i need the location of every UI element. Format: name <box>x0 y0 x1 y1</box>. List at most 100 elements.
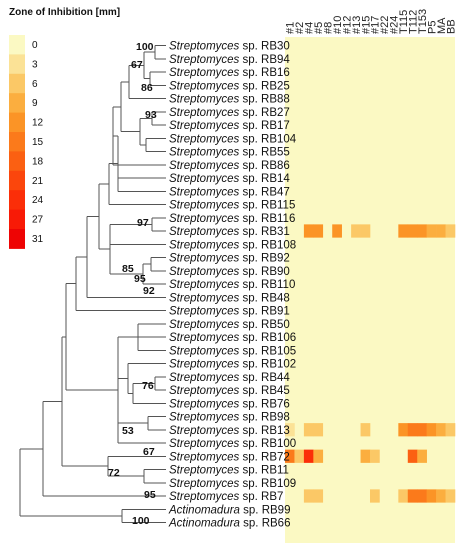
taxon-strain: sp. RB109 <box>239 478 296 490</box>
legend-value: 3 <box>32 59 38 70</box>
taxon-strain: sp. RB47 <box>239 186 290 198</box>
bootstrap-label: 97 <box>137 217 149 229</box>
taxon-genus: Streptomyces <box>169 332 240 344</box>
column-label: MA <box>436 17 448 34</box>
taxon-genus: Actinomadura <box>168 504 240 516</box>
taxon-strain: sp. RB104 <box>239 133 296 145</box>
taxon-genus: Streptomyces <box>169 80 240 92</box>
taxon-genus: Streptomyces <box>169 319 240 331</box>
legend-swatch <box>9 209 25 230</box>
taxon-genus: Streptomyces <box>169 147 240 159</box>
taxon-label: Streptomyces sp. RB7 <box>169 491 283 503</box>
column-label: #4 <box>304 22 316 34</box>
taxon-genus: Streptomyces <box>169 173 240 185</box>
taxon-genus: Streptomyces <box>169 491 240 503</box>
bootstrap-label: 100 <box>136 41 154 53</box>
taxon-genus: Streptomyces <box>169 438 240 450</box>
heatmap-cell <box>285 423 295 437</box>
bootstrap-label: 95 <box>144 489 156 501</box>
column-label: P5 <box>426 21 438 34</box>
taxon-strain: sp. RB14 <box>239 173 290 185</box>
taxon-strain: sp. RB72 <box>239 451 290 463</box>
heatmap-cell <box>407 224 418 238</box>
heatmap-cell <box>303 489 314 503</box>
taxon-strain: sp. RB11 <box>239 465 289 477</box>
taxon-strain: sp. RB116 <box>239 213 295 225</box>
heatmap-cell <box>303 423 314 437</box>
taxon-genus: Streptomyces <box>169 279 240 291</box>
legend-swatch <box>9 73 25 94</box>
heatmap-cell <box>426 423 437 437</box>
taxon-genus: Streptomyces <box>169 67 240 79</box>
heatmap-cell <box>303 224 314 238</box>
taxon-label: Streptomyces sp. RB88 <box>169 94 290 106</box>
taxon-genus: Streptomyces <box>169 451 240 463</box>
taxon-label: Streptomyces sp. RB16 <box>169 67 290 79</box>
taxon-genus: Streptomyces <box>169 133 240 145</box>
legend-value: 24 <box>32 195 44 206</box>
column-label: #17 <box>370 16 382 34</box>
taxon-label: Actinomadura sp. RB66 <box>168 518 290 530</box>
taxon-genus: Streptomyces <box>169 186 240 198</box>
heatmap-cell <box>313 449 324 463</box>
legend-swatch <box>9 190 25 211</box>
legend-value: 6 <box>32 79 38 90</box>
taxon-strain: sp. RB110 <box>239 279 295 291</box>
taxon-genus: Streptomyces <box>169 478 240 490</box>
taxon-strain: sp. RB88 <box>239 94 290 106</box>
taxon-label: Streptomyces sp. RB13 <box>169 425 290 437</box>
bootstrap-label: 85 <box>122 263 134 275</box>
taxon-genus: Streptomyces <box>169 266 240 278</box>
heatmap-cell <box>417 489 427 503</box>
bootstrap-label: 93 <box>145 109 157 121</box>
taxon-strain: sp. RB99 <box>240 504 291 516</box>
heatmap-cell <box>417 423 427 437</box>
taxon-strain: sp. RB90 <box>239 266 290 278</box>
heatmap-cell <box>445 489 456 503</box>
heatmap-cell <box>370 449 380 463</box>
heatmap-cell <box>303 449 314 463</box>
column-label: #22 <box>379 16 391 34</box>
bootstrap-values: 100 67 86 93 97 85 95 92 76 53 67 72 95 … <box>108 41 157 527</box>
taxon-label: Streptomyces sp. RB50 <box>169 319 290 331</box>
column-label: #24 <box>389 16 401 34</box>
taxon-label: Streptomyces sp. RB109 <box>169 478 296 490</box>
taxon-genus: Streptomyces <box>169 41 240 53</box>
heatmap-cell <box>294 449 305 463</box>
taxon-strain: sp. RB76 <box>239 398 290 410</box>
taxon-genus: Streptomyces <box>169 345 240 357</box>
taxon-label: Streptomyces sp. RB94 <box>169 54 290 66</box>
taxon-genus: Streptomyces <box>169 372 240 384</box>
taxon-strain: sp. RB13 <box>239 425 290 437</box>
taxon-genus: Streptomyces <box>169 160 240 172</box>
taxon-strain: sp. RB44 <box>239 372 290 384</box>
legend-value: 18 <box>32 156 44 167</box>
heatmap-cell <box>417 224 427 238</box>
heatmap-cell <box>370 489 380 503</box>
column-label: #12 <box>341 16 353 34</box>
legend-swatch <box>9 35 25 55</box>
column-label: #8 <box>323 22 335 34</box>
phylogenetic-tree <box>19 45 166 523</box>
taxon-genus: Streptomyces <box>169 292 240 304</box>
heatmap-cell <box>285 449 295 463</box>
legend-title: Zone of Inhibition [mm] <box>9 7 120 18</box>
bootstrap-label: 72 <box>108 467 120 479</box>
taxon-strain: sp. RB25 <box>239 80 290 92</box>
taxon-genus: Streptomyces <box>169 412 240 424</box>
heatmap-cell <box>407 423 418 437</box>
taxon-strain: sp. RB106 <box>239 332 296 344</box>
taxon-label: Streptomyces sp. RB76 <box>169 398 290 410</box>
bootstrap-label: 67 <box>131 59 143 71</box>
taxon-label: Streptomyces sp. RB91 <box>169 306 290 318</box>
taxon-genus: Streptomyces <box>169 359 240 371</box>
bootstrap-label: 53 <box>122 425 134 437</box>
bootstrap-label: 95 <box>134 273 146 285</box>
heatmap-cell <box>351 224 361 238</box>
heatmap-cell <box>398 489 409 503</box>
legend-swatch <box>9 112 25 133</box>
taxon-label: Streptomyces sp. RB55 <box>169 147 290 159</box>
bootstrap-label: 67 <box>143 446 155 458</box>
